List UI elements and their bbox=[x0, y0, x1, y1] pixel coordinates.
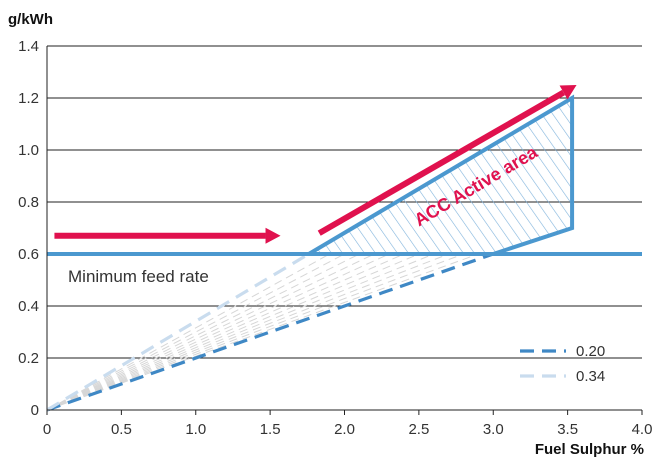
series-line-0.20 bbox=[46, 252, 494, 412]
active-area bbox=[301, 94, 575, 256]
legend: 0.20 0.34 bbox=[520, 343, 605, 385]
fan-line-8 bbox=[46, 253, 449, 411]
fan-lines bbox=[46, 253, 479, 411]
x-tick-label: 2.5 bbox=[408, 421, 429, 438]
x-tick-label: 1.5 bbox=[260, 421, 281, 438]
active-area-polygon bbox=[301, 94, 575, 256]
arrow-shaft-1 bbox=[317, 89, 566, 236]
y-tick-label: 1.4 bbox=[18, 38, 39, 55]
y-tick-label: 0 bbox=[31, 402, 39, 419]
arrow-head-1 bbox=[559, 85, 577, 100]
y-tick-label: 0.8 bbox=[18, 194, 39, 211]
fan-line-7 bbox=[46, 253, 434, 411]
x-tick-label: 4.0 bbox=[632, 421, 653, 438]
y-axis-unit: g/kWh bbox=[8, 11, 53, 28]
fan-line-1 bbox=[46, 253, 345, 411]
fan-line-10 bbox=[46, 253, 479, 411]
x-tick-label: 0 bbox=[43, 421, 51, 438]
x-tick-label: 3.0 bbox=[483, 421, 504, 438]
x-tick-label: 0.5 bbox=[111, 421, 132, 438]
x-tick-label: 3.5 bbox=[557, 421, 578, 438]
arrows bbox=[54, 85, 577, 244]
fan-line-6 bbox=[46, 253, 420, 411]
x-tick-label: 1.0 bbox=[185, 421, 206, 438]
fan-line-0 bbox=[46, 253, 330, 411]
y-tick-label: 0.4 bbox=[18, 298, 39, 315]
legend-label-0.34: 0.34 bbox=[576, 368, 605, 385]
arrow-head-0 bbox=[265, 227, 281, 244]
x-tick-label: 2.0 bbox=[334, 421, 355, 438]
series-line-0.34 bbox=[46, 252, 310, 412]
minimum-feed-rate-label: Minimum feed rate bbox=[68, 267, 209, 286]
y-tick-label: 1.0 bbox=[18, 142, 39, 159]
fan-line-2 bbox=[46, 253, 360, 411]
legend-label-0.20: 0.20 bbox=[576, 343, 605, 360]
y-tick-label: 1.2 bbox=[18, 90, 39, 107]
y-tick-label: 0.6 bbox=[18, 246, 39, 263]
x-axis-title: Fuel Sulphur % bbox=[535, 441, 644, 458]
axes: 0 0.2 0.4 0.6 0.8 1.0 1.2 1.4 0 0.5 1.0 1.5 2.0 2.5 3.… bbox=[18, 38, 652, 438]
series-lines bbox=[46, 252, 494, 412]
y-tick-label: 0.2 bbox=[18, 350, 39, 367]
fan-line-3 bbox=[46, 253, 375, 411]
fan-line-9 bbox=[46, 253, 464, 411]
fan-line-4 bbox=[46, 253, 390, 411]
